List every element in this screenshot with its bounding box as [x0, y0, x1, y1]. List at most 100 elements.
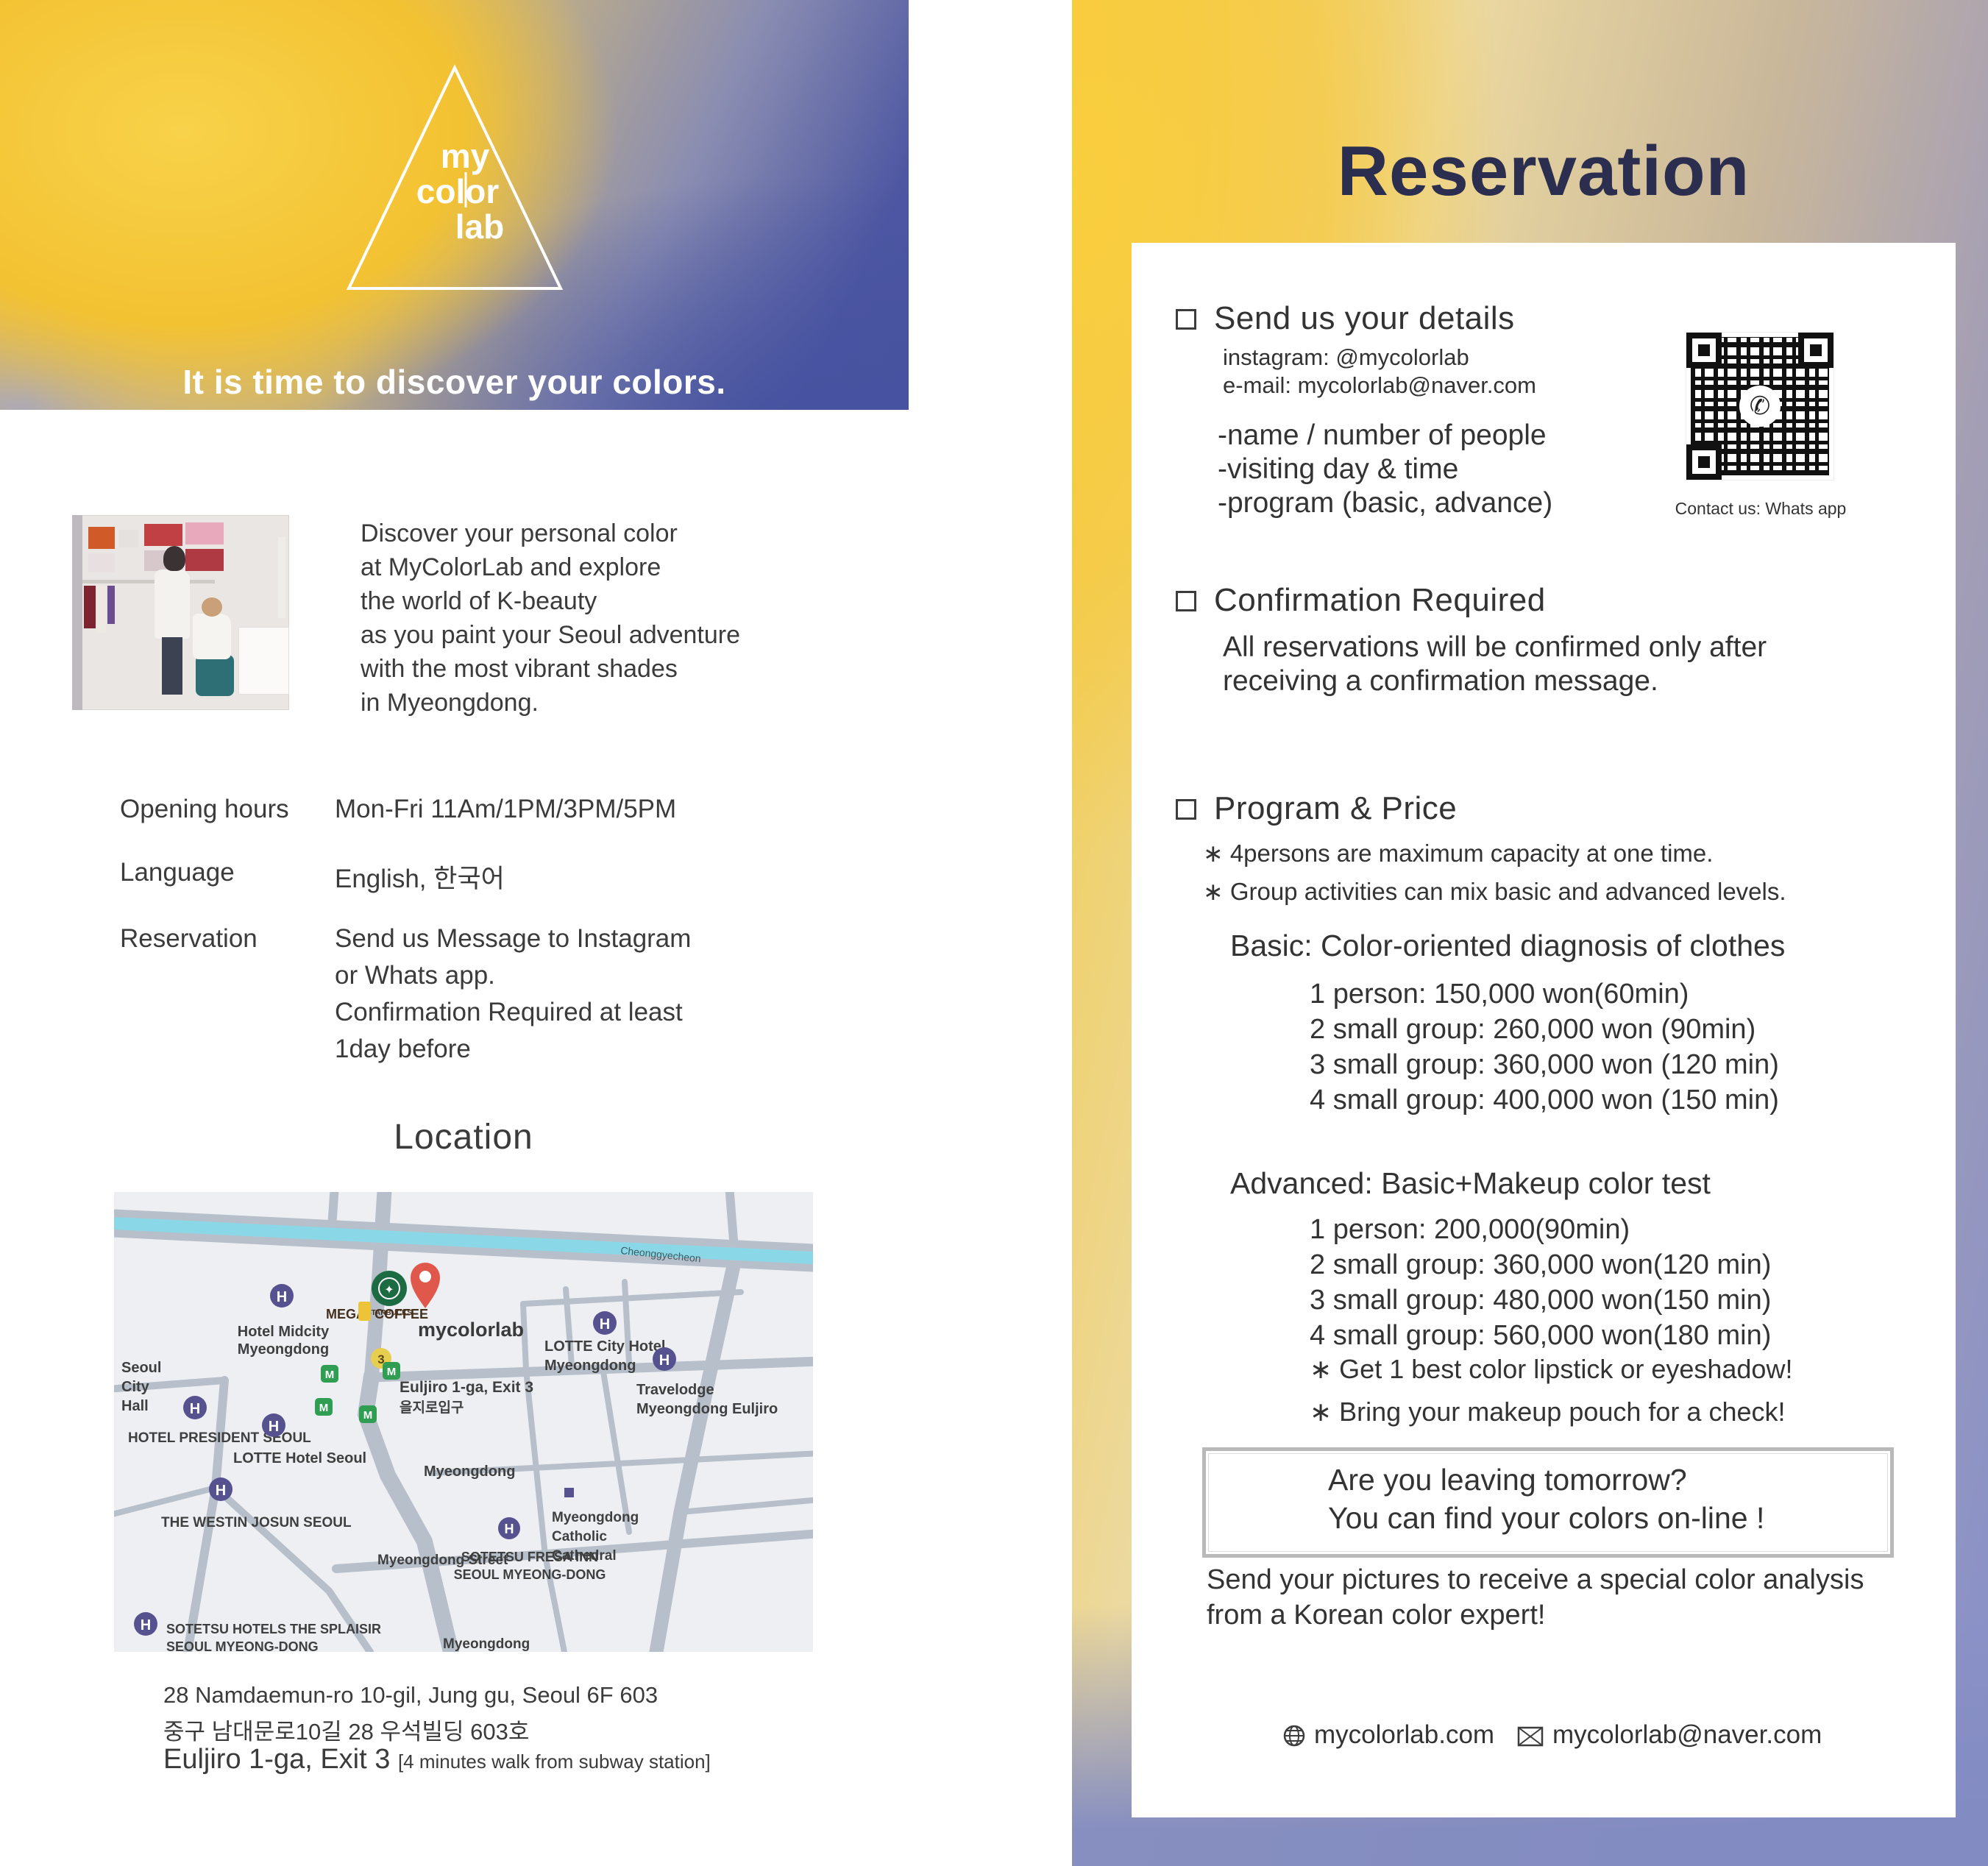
label-cathedral: Catholic [552, 1529, 607, 1544]
hotel-icon-lotte: H [262, 1413, 285, 1437]
svg-text:H: H [141, 1617, 151, 1633]
info-value-reservation: Send us Message to Instagram [335, 924, 692, 953]
map-pin-mycolorlab-icon [411, 1263, 440, 1308]
svg-text:H: H [216, 1483, 226, 1499]
email-link[interactable]: mycolorlab@naver.com [1552, 1720, 1822, 1749]
label-cathedral: Myeongdong [552, 1510, 639, 1525]
mycolorlab-logo: my color lab [346, 64, 564, 290]
instagram-handle[interactable]: instagram: @mycolorlab [1223, 344, 1469, 370]
advanced-price: 4 small group: 560,000 won(180 min) [1310, 1320, 1772, 1351]
website-link[interactable]: mycolorlab.com [1314, 1720, 1495, 1749]
send-pictures-note: from a Korean color expert! [1207, 1600, 1546, 1631]
label-starbucks: STARBUCKS [366, 1309, 412, 1317]
label-travelodge: Travelodge [636, 1382, 714, 1398]
basic-price: 2 small group: 260,000 won (90min) [1310, 1014, 1756, 1045]
label-lotte-city-hotel: LOTTE City Hotel [544, 1338, 665, 1355]
hotel-icon-president: H [183, 1396, 207, 1419]
section-heading-program: Program & Price [1214, 790, 1458, 826]
label-subway-exit-kr: 을지로입구 [400, 1400, 464, 1416]
info-value-reservation: 1day before [335, 1035, 471, 1063]
label-sotetsu-splaisir: SOTETSU HOTELS THE SPLAISIR [166, 1622, 381, 1636]
metro-station-icon: M [359, 1405, 377, 1423]
online-promo-box [1202, 1447, 1894, 1558]
label-myeongdong-street: Myeongdong Street [377, 1553, 508, 1568]
location-heading: Location [394, 1118, 533, 1157]
hotel-icon-midcity: H [270, 1284, 294, 1308]
about-line: in Myeongdong. [361, 689, 539, 717]
svg-text:H: H [269, 1419, 279, 1435]
label-mycolorlab: mycolorlab [418, 1319, 524, 1341]
label-hotel-midcity: Myeongdong [238, 1341, 329, 1358]
info-value-reservation: or Whats app. [335, 961, 495, 990]
whatsapp-icon: ✆ [1739, 386, 1781, 427]
svg-text:M: M [319, 1402, 329, 1414]
label-subway-exit: Euljiro 1-ga, Exit 3 [400, 1379, 533, 1396]
label-seoul-city-hall: Hall [121, 1398, 149, 1414]
svg-text:M: M [363, 1409, 373, 1422]
email-address[interactable]: e-mail: mycolorlab@naver.com [1223, 372, 1536, 398]
info-label-reservation: Reservation [120, 924, 258, 953]
consultation-photo [72, 515, 289, 710]
hotel-icon-westin: H [209, 1477, 232, 1501]
metro-station-icon: M [321, 1365, 338, 1383]
label-mega: MEGA [326, 1307, 366, 1322]
program-note: ∗ 4persons are maximum capacity at one t… [1203, 840, 1714, 867]
label-westin: THE WESTIN JOSUN SEOUL [161, 1515, 352, 1530]
page-title: Reservation [1337, 132, 1750, 210]
advanced-price: 1 person: 200,000(90min) [1310, 1214, 1630, 1245]
qr-finder-icon [1686, 444, 1722, 480]
info-value-reservation: Confirmation Required at least [335, 998, 683, 1026]
svg-text:H: H [505, 1522, 514, 1536]
address-line-exit: Euljiro 1-ga, Exit 3 [4 minutes walk fro… [163, 1744, 711, 1775]
cathedral-icon [564, 1488, 574, 1497]
svg-text:H: H [659, 1352, 670, 1369]
promo-line: Are you leaving tomorrow? [1328, 1463, 1687, 1497]
label-travelodge: Myeongdong Euljiro [636, 1401, 778, 1417]
logo-line-1: my [441, 137, 490, 175]
svg-text:M: M [387, 1366, 397, 1378]
tagline: It is time to discover your colors. [182, 363, 726, 401]
whatsapp-qr-code[interactable]: ✆ [1686, 333, 1833, 480]
about-line: as you paint your Seoul adventure [361, 621, 741, 649]
label-cathedral: Cathedral [552, 1548, 617, 1564]
hotel-icon-fresa: H [498, 1517, 520, 1539]
label-sotetsu-fresa: SEOUL MYEONG-DONG [454, 1567, 606, 1582]
logo-triangle-icon [346, 64, 564, 290]
svg-text:M: M [325, 1369, 335, 1381]
hotel-icon-splaisir: H [134, 1612, 157, 1636]
info-value-opening-hours: Mon-Fri 11Am/1PM/3PM/5PM [335, 795, 677, 823]
address-line-en: 28 Namdaemun-ro 10-gil, Jung gu, Seoul 6… [163, 1682, 658, 1708]
label-coffee: COFFEE [374, 1307, 428, 1322]
left-header-gradient: my color lab It is time to discover your… [0, 0, 909, 410]
label-lotte-hotel: LOTTE Hotel Seoul [233, 1450, 366, 1466]
address-line-kr: 중구 남대문로10길 28 우석빌딩 603호 [163, 1719, 530, 1745]
detail-item: -visiting day & time [1218, 453, 1459, 485]
hotel-icon-travelodge: H [653, 1347, 676, 1371]
svg-text:H: H [277, 1289, 287, 1305]
metro-station-icon: M [315, 1398, 333, 1416]
advanced-price: 3 small group: 480,000 won(150 min) [1310, 1285, 1772, 1316]
advanced-price: 2 small group: 360,000 won(120 min) [1310, 1249, 1772, 1280]
address-exit-main: Euljiro 1-ga, Exit 3 [163, 1744, 391, 1775]
hotel-icon-lotte-city: H [593, 1311, 617, 1335]
send-pictures-note: Send your pictures to receive a special … [1207, 1564, 1864, 1595]
about-line: the world of K-beauty [361, 587, 597, 615]
svg-text:✦: ✦ [384, 1284, 394, 1296]
globe-icon [1283, 1725, 1305, 1747]
basic-price: 3 small group: 360,000 won (120 min) [1310, 1049, 1779, 1080]
advanced-tier-title: Advanced: Basic+Makeup color test [1230, 1166, 1711, 1200]
program-note: ∗ Group activities can mix basic and adv… [1203, 878, 1786, 905]
label-seoul-city-hall: Seoul [121, 1360, 161, 1376]
mega-coffee-cup-icon [358, 1302, 371, 1321]
info-label-language: Language [120, 858, 235, 887]
map-svg: Cheonggyecheon Seoul City Hall H Hotel M… [93, 1177, 834, 1660]
river-cheonggyecheon [106, 1216, 821, 1265]
label-hotel-president: HOTEL PRESIDENT SEOUL [128, 1430, 311, 1446]
detail-item: -program (basic, advance) [1218, 487, 1553, 519]
confirmation-body: All reservations will be confirmed only … [1223, 631, 1767, 663]
square-bullet-icon [1176, 309, 1196, 330]
svg-text:3: 3 [377, 1352, 384, 1366]
detail-item: -name / number of people [1218, 419, 1547, 451]
qr-caption: Contact us: Whats app [1675, 499, 1847, 518]
